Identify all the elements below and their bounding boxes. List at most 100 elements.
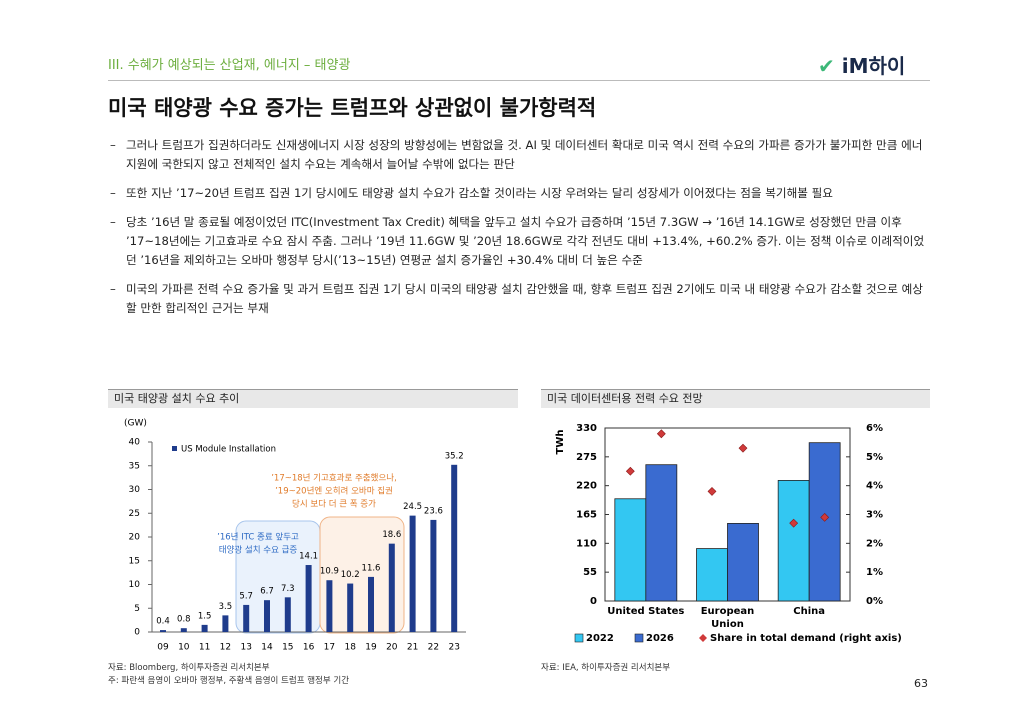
legend-swatch (634, 633, 644, 643)
x-tick-label: 14 (261, 643, 273, 653)
bar (284, 597, 291, 632)
y-tick-label: 20 (129, 533, 141, 543)
annotation: ’17~18년 기고효과로 주춤했으나, (271, 473, 397, 484)
chart-title: 미국 데이터센터용 전력 수요 전망 (541, 389, 930, 408)
y-tick-label: 40 (129, 438, 141, 448)
bar (160, 630, 166, 632)
page-title: 미국 태양광 수요 증가는 트럼프와 상관없이 불가항력적 (108, 96, 597, 120)
value-label: 3.5 (219, 602, 233, 612)
bar (777, 480, 810, 602)
y-tick-label: 0 (134, 628, 140, 638)
trump-shade (319, 516, 405, 634)
y-tick-label: 15 (129, 556, 140, 566)
chart-title: 미국 태양광 설치 수요 추이 (108, 389, 518, 408)
bar (180, 628, 187, 632)
bullet: 당초 ’16년 말 종료될 예정이었던 ITC(Investment Tax C… (110, 213, 930, 270)
y2-tick-label: 6% (866, 423, 883, 434)
value-label: 14.1 (299, 552, 318, 562)
note: 주: 파란색 음영이 오바마 행정부, 주황색 음영이 트럼프 행정부 기간 (108, 676, 350, 686)
y-tick-label: 220 (576, 481, 597, 492)
value-label: 0.4 (156, 617, 170, 627)
y-axis-label: TWh (555, 430, 566, 455)
y-tick-label: 330 (576, 423, 597, 434)
x-tick-label: China (793, 606, 825, 617)
annotation: 태양광 설치 수요 급증 (219, 545, 298, 556)
legend-label: 2022 (586, 633, 614, 644)
legend-label: 2026 (646, 633, 674, 644)
y-tick-label: 30 (129, 485, 141, 495)
bar (243, 604, 250, 632)
y-tick-label: 275 (576, 452, 597, 463)
page-number: 63 (914, 677, 928, 690)
marker (789, 518, 799, 528)
y-tick-label: 35 (129, 461, 140, 471)
bullet-list: 그러나 트럼프가 집권하더라도 신재생에너지 시장 성장의 방향성에는 변함없을… (110, 136, 930, 328)
y-tick-label: 55 (583, 567, 597, 578)
legend-swatch (699, 634, 707, 642)
x-tick-label-line: China (793, 606, 825, 617)
marker (656, 429, 666, 439)
value-label: 1.5 (198, 611, 212, 621)
x-tick-label: 13 (240, 643, 251, 653)
x-tick-label: 12 (220, 643, 231, 653)
x-tick-label: 21 (407, 643, 418, 653)
bar (368, 576, 374, 632)
bar (696, 548, 728, 602)
source: 자료: IEA, 하이투자증권 리서치본부 (541, 663, 671, 673)
y-tick-label: 25 (129, 509, 140, 519)
x-tick-label: 15 (282, 643, 293, 653)
x-tick-label: European Union (701, 606, 755, 630)
annotation: ’16년 ITC 종료 앞두고 (217, 532, 299, 543)
marker (707, 487, 717, 496)
logo: ✔ iM하이 (818, 50, 905, 79)
bar (409, 515, 416, 632)
marker (820, 512, 830, 522)
value-label: 10.2 (341, 570, 360, 580)
marker (738, 443, 748, 453)
value-label: 24.5 (403, 502, 422, 512)
legend-swatch (172, 446, 177, 451)
value-label: 35.2 (445, 451, 464, 461)
value-label: 23.6 (424, 506, 443, 516)
bullet: 또한 지난 ’17~20년 트럼프 집권 1기 당시에도 태양광 설치 수요가 … (110, 184, 930, 203)
y-tick-label: 165 (576, 510, 597, 521)
annotation: ’19~20년엔 오히려 오바마 집권 (275, 486, 393, 497)
y-tick-label: 10 (129, 580, 141, 590)
x-tick-label: 18 (344, 643, 356, 653)
bullet: 그러나 트럼프가 집권하더라도 신재생에너지 시장 성장의 방향성에는 변함없을… (110, 136, 930, 174)
bar (388, 543, 395, 632)
value-label: 11.6 (362, 563, 381, 573)
bar (808, 442, 841, 602)
y2-tick-label: 2% (866, 538, 883, 549)
y2-tick-label: 1% (866, 567, 883, 578)
divider (108, 80, 930, 81)
y-tick-label: 5 (134, 604, 140, 614)
bar (222, 615, 229, 632)
value-label: 18.6 (382, 530, 401, 540)
x-tick-label: 11 (199, 643, 210, 653)
bar (614, 498, 647, 602)
bar (727, 523, 759, 602)
y2-tick-label: 0% (866, 596, 883, 607)
y2-tick-label: 5% (866, 452, 883, 463)
source: 자료: Bloomberg, 하이투자증권 리서치본부 (108, 663, 270, 673)
x-tick-label-line: European (701, 606, 755, 617)
x-tick-label: 20 (386, 643, 398, 653)
y2-tick-label: 4% (866, 481, 883, 492)
logo-icon: ✔ (818, 54, 842, 78)
bar (645, 464, 678, 602)
value-label: 10.9 (320, 567, 339, 577)
x-tick-label: 19 (365, 643, 377, 653)
bar (430, 519, 437, 632)
bullet: 미국의 가파른 전력 수요 증가율 및 과거 트럼프 집권 1기 당시 미국의 … (110, 280, 930, 318)
bar (305, 565, 312, 632)
legend-label: Share in total demand (right axis) (710, 633, 902, 644)
x-tick-label-line: Union (711, 619, 744, 630)
bar (326, 580, 333, 632)
y2-tick-label: 3% (866, 510, 883, 521)
x-tick-label: 17 (324, 643, 335, 653)
x-tick-label: 10 (178, 643, 190, 653)
y-tick-label: 0 (590, 596, 597, 607)
